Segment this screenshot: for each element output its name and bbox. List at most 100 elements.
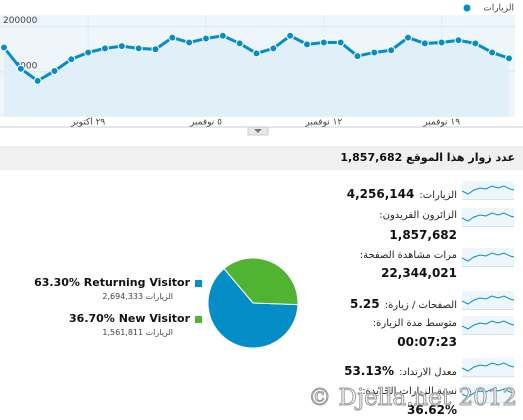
sparkline-path (461, 388, 515, 398)
metric-label: الزائرون الفريدون: (379, 210, 457, 221)
point (168, 33, 177, 42)
sparkline-line (461, 295, 515, 305)
point (370, 48, 379, 57)
point (505, 54, 513, 63)
x-tick-label: ١٩ نوفمبر (422, 118, 460, 128)
point (488, 48, 497, 57)
sparkline (461, 181, 515, 200)
area (4, 35, 509, 117)
visitor-pie (207, 257, 299, 349)
watermark: © Djella.net 2012 (308, 385, 518, 412)
point (471, 39, 480, 48)
point (67, 55, 76, 64)
legend-label: Returning Visitor (83, 276, 190, 289)
point (387, 46, 396, 55)
point (454, 36, 463, 45)
metric-label: نسبة الزيارات الجديدة: (362, 386, 457, 397)
point (286, 31, 295, 40)
metric-value: 5.25 (350, 297, 380, 311)
sparkline (461, 248, 515, 267)
legend-percent: 63.30% (34, 276, 80, 289)
metric-row: الصفحات / زيارة: 5.25 (350, 293, 457, 312)
sparkline (461, 208, 515, 227)
point (235, 39, 244, 48)
sparkline (461, 316, 515, 335)
sparkline-line (461, 388, 515, 398)
point (151, 45, 160, 54)
y-tick-label: 200000 (3, 16, 38, 26)
sparkline-line (461, 320, 515, 330)
sparkline-path (461, 295, 515, 305)
metric-value: 53.13% (344, 364, 395, 378)
visits-label: الزيارات (145, 328, 173, 337)
metric-value: 22,344,021 (381, 266, 457, 280)
point (134, 44, 143, 53)
point (185, 38, 194, 47)
point (437, 38, 446, 47)
sparkline-path (461, 362, 515, 372)
metric-label: معدل الارتداد: (399, 367, 457, 378)
sparkline-line (461, 212, 515, 222)
sparkline (461, 291, 515, 310)
metric-label: متوسط مدة الزيارة: (372, 318, 457, 329)
sparkline-path (461, 320, 515, 330)
point (50, 66, 59, 75)
pie-slice (223, 257, 299, 306)
legend-row: 63.30% Returning Visitor (34, 276, 190, 289)
metric-label: الصفحات / زيارة: (384, 300, 457, 311)
x-tick-label: ٥ نوفمبر (189, 118, 222, 128)
metric-label: مرات مشاهدة الصفحة: (359, 250, 457, 261)
point (0, 43, 8, 52)
point (404, 33, 412, 42)
metric-label: الزيارات: (419, 190, 457, 201)
x-tick-label: ٢٩ أكتوبر (70, 116, 105, 128)
metric-value: 00:07:23 (397, 335, 457, 349)
collapse-arrow (254, 129, 262, 133)
point (420, 39, 429, 48)
visits-value: 2,694,333 (102, 292, 144, 301)
point (33, 76, 42, 85)
visits-label: الزيارات (145, 292, 173, 301)
sparkline-path (461, 252, 515, 262)
point (202, 34, 210, 43)
metric-value: 4,256,144 (346, 187, 415, 201)
metric-row: الزيارات: 4,256,144 (347, 183, 457, 202)
sparkline (461, 384, 515, 403)
sparkline (461, 358, 515, 377)
legend-row: 36.70% New Visitor (69, 312, 190, 325)
legend-visits: 2,694,333 الزيارات (102, 292, 173, 301)
legend-label: الزيارات (483, 4, 514, 14)
point (16, 64, 25, 73)
sparkline-line (461, 185, 515, 195)
point (101, 44, 109, 53)
legend-percent: 36.70% (69, 312, 115, 325)
legend-label: New Visitor (118, 312, 190, 325)
summary-title: عدد زوار هذا الموقع 1,857,682 (340, 151, 515, 164)
summary-band (0, 146, 523, 170)
point (252, 49, 261, 58)
point (269, 44, 278, 53)
metric-value: 36.62% (407, 403, 457, 417)
x-tick-label: ١٢ نوفمبر (304, 118, 342, 128)
legend-swatch (195, 280, 202, 287)
point (218, 31, 227, 40)
legend-visits: 1,561,811 الزيارات (102, 328, 173, 337)
sparkline-path (461, 185, 515, 195)
point (303, 40, 311, 49)
legend-swatch (195, 316, 202, 323)
legend-dot (463, 4, 471, 12)
point (353, 52, 362, 61)
sparkline-path (461, 212, 515, 222)
sparkline-line (461, 252, 515, 262)
point (84, 48, 93, 57)
pie-slice (207, 267, 299, 349)
sparkline-line (461, 362, 515, 372)
metric-value: 1,857,682 (389, 228, 457, 242)
point (336, 38, 345, 47)
visits-value: 1,561,811 (102, 328, 144, 337)
point (319, 38, 328, 47)
point (117, 42, 126, 51)
metric-row: معدل الارتداد: 53.13% (344, 360, 457, 379)
